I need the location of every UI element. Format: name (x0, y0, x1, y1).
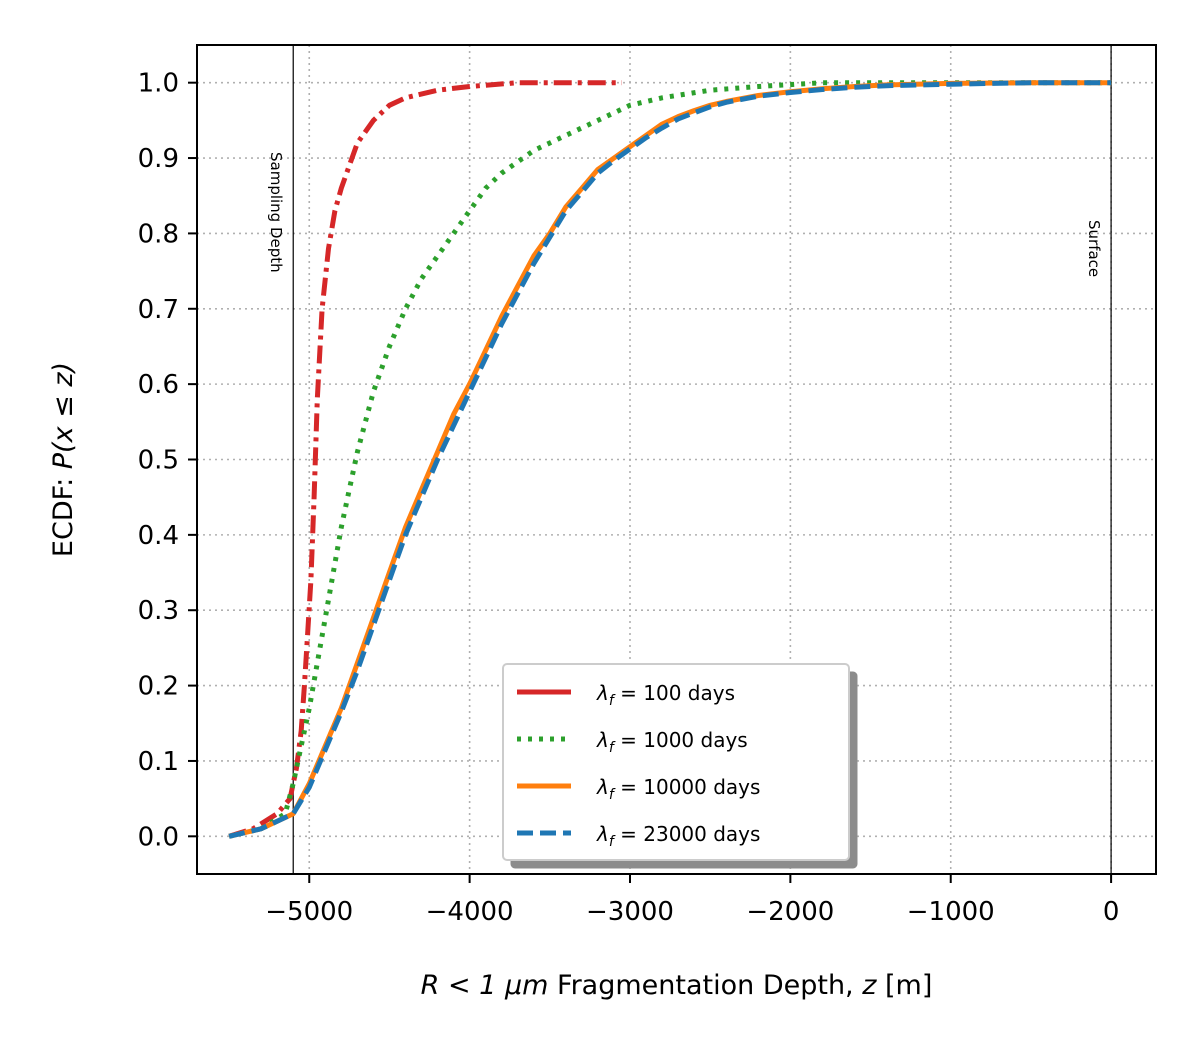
y-tick-label: 1.0 (138, 69, 179, 99)
reference-label: Sampling Depth (267, 152, 285, 273)
x-tick-label: −2000 (746, 897, 834, 927)
x-tick-label: −1000 (907, 897, 995, 927)
y-tick-label: 0.4 (138, 521, 179, 551)
x-label-suffix: [m] (876, 970, 932, 1001)
x-tick-label: −5000 (265, 897, 353, 927)
y-tick-label: 0.1 (138, 747, 179, 777)
reference-lines: Sampling Depth Surface (267, 45, 1112, 874)
series-line (228, 80, 1112, 839)
series-line (228, 80, 1112, 839)
legend-label: λf = 23000 days (596, 822, 760, 850)
legend-items: λf = 100 days λf = 1000 days λf = 10000 da… (517, 681, 760, 850)
y-axis-label: ECDF: P(x ≤ z) (48, 362, 79, 557)
y-tick-label: 0.0 (138, 822, 179, 852)
series-line (228, 80, 622, 839)
y-tick-label: 0.8 (138, 219, 179, 249)
y-label-math: P(x ≤ z) (48, 362, 79, 469)
x-label-rest: Fragmentation Depth, (548, 970, 862, 1001)
y-tick-label: 0.6 (138, 370, 179, 400)
x-tick-label: −4000 (426, 897, 514, 927)
legend: λf = 100 days λf = 1000 days λf = 10000 da… (502, 663, 858, 869)
y-tick-label: 0.2 (138, 672, 179, 702)
x-label-var: z (861, 970, 877, 1001)
x-label-unit: μm (504, 970, 548, 1001)
legend-box (502, 663, 850, 861)
legend-label: λf = 10000 days (596, 775, 760, 803)
y-tick-label: 0.5 (138, 446, 179, 476)
series-layer (228, 80, 1112, 839)
x-tick-label: 0 (1103, 897, 1120, 927)
x-axis-label: R < 1 μm Fragmentation Depth, z [m] (421, 970, 933, 1001)
x-ticks: −5000 −4000 −3000 −2000 −1000 0 (265, 874, 1119, 927)
x-label-prefix: R < 1 (421, 970, 505, 1001)
x-tick-label: −3000 (586, 897, 674, 927)
y-ticks: 0.0 0.1 0.2 0.3 0.4 0.5 0.6 0.7 0.8 0.9 1.0 (138, 69, 197, 852)
y-label-prefix: ECDF: (48, 469, 79, 557)
reference-label: Surface (1085, 220, 1103, 277)
legend-label: λf = 1000 days (596, 728, 748, 756)
y-tick-label: 0.9 (138, 144, 179, 174)
y-tick-label: 0.3 (138, 596, 179, 626)
y-tick-label: 0.7 (138, 295, 179, 325)
legend-label: λf = 100 days (596, 681, 735, 709)
